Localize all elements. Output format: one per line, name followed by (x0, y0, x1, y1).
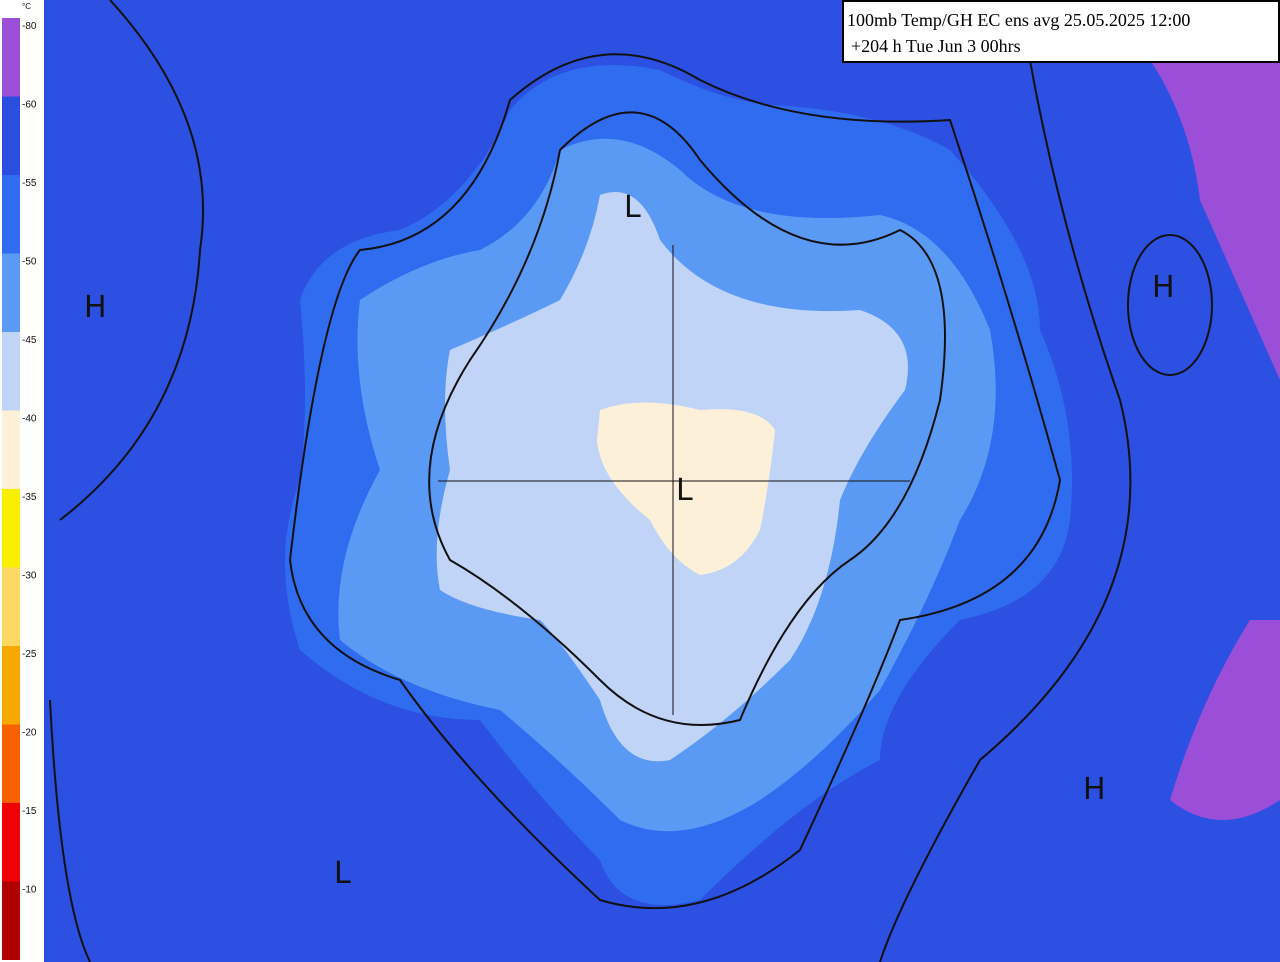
pressure-marker: L (676, 473, 693, 508)
legend-swatch (2, 96, 20, 175)
color-legend: °C -80 -60 -55 -50 -45 -40 -35 -30 -25 -20 -15 -10 (0, 0, 44, 962)
warm-region (1170, 620, 1280, 820)
legend-label: -35 (22, 492, 37, 503)
legend-label: -45 (22, 335, 37, 346)
pressure-marker: H (1083, 772, 1106, 807)
legend-label: -15 (22, 806, 37, 817)
warm-region (1150, 60, 1280, 380)
legend-swatch (2, 332, 20, 411)
legend-label: -60 (22, 100, 37, 111)
legend-unit: °C (22, 2, 31, 11)
pressure-marker: L (624, 190, 641, 225)
legend-swatch (2, 410, 20, 489)
title: 100mb Temp/GH EC ens avg 25.05.2025 12:0… (847, 10, 1190, 30)
subtitle: +204 h Tue Jun 3 00hrs (851, 36, 1021, 56)
legend-swatch (2, 724, 20, 803)
legend-label: -20 (22, 728, 37, 739)
height-contours (49, 0, 1213, 962)
legend-label: -80 (22, 21, 37, 32)
legend-label: -55 (22, 178, 37, 189)
legend-label: -25 (22, 649, 37, 660)
title-box (842, 0, 1280, 63)
legend-label: -30 (22, 571, 37, 582)
pressure-marker: H (1152, 270, 1175, 305)
legend-swatch (2, 567, 20, 646)
pressure-marker: L (334, 856, 351, 891)
legend-swatch (2, 175, 20, 254)
pressure-marker: H (84, 290, 107, 325)
crosshair (438, 245, 910, 715)
legend-label: -50 (22, 257, 37, 268)
legend-label: -10 (22, 885, 37, 896)
legend-swatch (2, 18, 20, 97)
legend-swatch (2, 881, 20, 960)
legend-swatch (2, 803, 20, 882)
legend-swatch (2, 253, 20, 332)
temp-band (597, 402, 775, 575)
legend-label: -40 (22, 414, 37, 425)
legend-swatch (2, 489, 20, 568)
legend-swatch (2, 646, 20, 725)
